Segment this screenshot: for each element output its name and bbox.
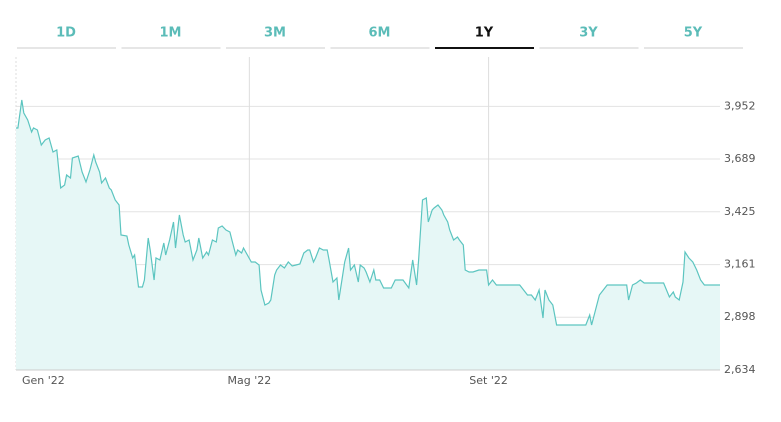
price-line xyxy=(16,99,720,326)
range-tab[interactable]: 3Y xyxy=(579,26,598,41)
range-tab[interactable]: 3M xyxy=(264,26,286,41)
x-tick-label: Mag '22 xyxy=(228,374,272,387)
y-tick-label: 3,952 xyxy=(724,99,756,112)
y-tick-label: 3,689 xyxy=(724,152,756,165)
y-tick-label: 3,161 xyxy=(724,258,756,271)
x-tick-label: Gen '22 xyxy=(22,374,65,387)
range-tab[interactable]: 1D xyxy=(56,26,76,41)
area-fill xyxy=(16,100,720,370)
y-tick-label: 2,634 xyxy=(724,363,756,376)
x-tick-label: Set '22 xyxy=(469,374,508,387)
y-tick-label: 3,425 xyxy=(724,205,756,218)
range-tab[interactable]: 6M xyxy=(369,26,391,41)
range-tab[interactable]: 1Y xyxy=(475,26,494,41)
y-tick-label: 2,898 xyxy=(724,310,756,323)
range-tab[interactable]: 5Y xyxy=(684,26,703,41)
range-tab[interactable]: 1M xyxy=(160,26,182,41)
